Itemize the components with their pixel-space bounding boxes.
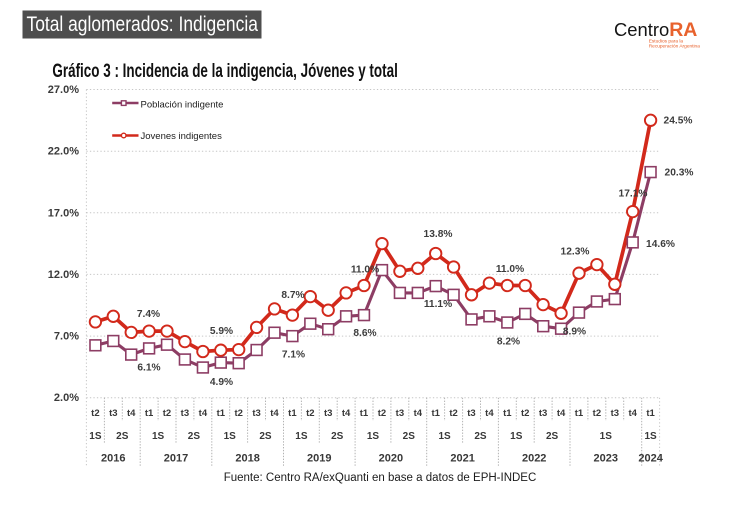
- svg-text:6.1%: 6.1%: [137, 363, 160, 374]
- svg-text:Fuente: Centro RA/exQuanti en: Fuente: Centro RA/exQuanti en base a dat…: [224, 472, 537, 484]
- svg-text:2023: 2023: [594, 453, 618, 465]
- svg-text:4.9%: 4.9%: [210, 377, 233, 388]
- svg-text:t4: t4: [485, 408, 494, 419]
- svg-text:t1: t1: [575, 408, 584, 419]
- svg-text:20.3%: 20.3%: [665, 168, 694, 179]
- svg-text:1S: 1S: [367, 431, 380, 442]
- svg-text:27.0%: 27.0%: [48, 84, 79, 96]
- svg-text:t3: t3: [539, 408, 547, 419]
- svg-text:t4: t4: [414, 408, 423, 419]
- svg-text:t1: t1: [145, 408, 154, 419]
- svg-text:8.6%: 8.6%: [353, 328, 376, 339]
- svg-text:t3: t3: [396, 408, 404, 419]
- svg-text:t1: t1: [360, 408, 369, 419]
- svg-text:5.9%: 5.9%: [210, 326, 233, 337]
- svg-text:2020: 2020: [379, 453, 403, 465]
- svg-text:2S: 2S: [546, 431, 559, 442]
- svg-text:8.9%: 8.9%: [563, 327, 586, 338]
- svg-text:t3: t3: [252, 408, 260, 419]
- svg-text:t1: t1: [431, 408, 440, 419]
- svg-text:17.0%: 17.0%: [48, 207, 79, 219]
- svg-text:t2: t2: [234, 408, 242, 419]
- svg-text:t2: t2: [163, 408, 171, 419]
- svg-text:t4: t4: [342, 408, 351, 419]
- svg-text:2022: 2022: [522, 453, 546, 465]
- svg-text:Población indigente: Población indigente: [141, 100, 224, 111]
- svg-text:2S: 2S: [403, 431, 416, 442]
- svg-text:12.3%: 12.3%: [561, 247, 590, 258]
- svg-text:t1: t1: [503, 408, 512, 419]
- svg-text:14.6%: 14.6%: [646, 239, 675, 250]
- svg-text:24.5%: 24.5%: [664, 116, 693, 127]
- svg-text:11.0%: 11.0%: [351, 265, 379, 276]
- svg-text:Gráfico 3 : Incidencia de la i: Gráfico 3 : Incidencia de la indigencia,…: [52, 60, 397, 82]
- svg-text:Total aglomerados: Indigencia: Total aglomerados: Indigencia: [27, 14, 259, 37]
- svg-text:t3: t3: [109, 408, 117, 419]
- svg-text:2018: 2018: [235, 453, 259, 465]
- svg-text:t3: t3: [467, 408, 475, 419]
- svg-text:1S: 1S: [510, 431, 523, 442]
- svg-text:2017: 2017: [164, 453, 188, 465]
- svg-text:t1: t1: [217, 408, 226, 419]
- svg-text:Recuperación Argentina: Recuperación Argentina: [649, 44, 701, 50]
- svg-text:8.7%: 8.7%: [281, 290, 304, 301]
- svg-text:1S: 1S: [89, 431, 102, 442]
- svg-text:2S: 2S: [331, 431, 344, 442]
- svg-text:t2: t2: [593, 408, 601, 419]
- svg-text:12.0%: 12.0%: [48, 269, 79, 281]
- svg-text:t4: t4: [127, 408, 136, 419]
- svg-text:8.2%: 8.2%: [497, 337, 520, 348]
- svg-text:1S: 1S: [295, 431, 308, 442]
- svg-text:1S: 1S: [224, 431, 237, 442]
- svg-text:t1: t1: [288, 408, 297, 419]
- svg-text:1S: 1S: [152, 431, 165, 442]
- svg-text:2S: 2S: [188, 431, 201, 442]
- svg-text:t2: t2: [306, 408, 314, 419]
- svg-text:Jovenes indigentes: Jovenes indigentes: [141, 131, 223, 142]
- svg-text:t3: t3: [181, 408, 189, 419]
- svg-text:t3: t3: [611, 408, 619, 419]
- svg-text:t4: t4: [199, 408, 208, 419]
- svg-text:2016: 2016: [101, 453, 125, 465]
- svg-text:t4: t4: [270, 408, 279, 419]
- svg-text:Estudios para la: Estudios para la: [649, 38, 684, 44]
- svg-text:11.1%: 11.1%: [424, 299, 452, 310]
- svg-text:2S: 2S: [259, 431, 272, 442]
- svg-text:2.0%: 2.0%: [54, 392, 79, 404]
- svg-text:1S: 1S: [600, 431, 613, 442]
- svg-text:2024: 2024: [638, 453, 663, 465]
- svg-text:22.0%: 22.0%: [48, 146, 79, 158]
- svg-text:17.1%: 17.1%: [619, 189, 648, 200]
- svg-text:7.4%: 7.4%: [137, 309, 160, 320]
- svg-text:2S: 2S: [116, 431, 129, 442]
- svg-text:t3: t3: [324, 408, 332, 419]
- svg-text:CentroRA: CentroRA: [614, 19, 697, 41]
- svg-text:13.8%: 13.8%: [424, 229, 453, 240]
- svg-text:2021: 2021: [450, 453, 474, 465]
- svg-text:t4: t4: [557, 408, 566, 419]
- svg-text:t1: t1: [646, 408, 655, 419]
- svg-text:1S: 1S: [644, 431, 657, 442]
- svg-text:2019: 2019: [307, 453, 331, 465]
- svg-text:t4: t4: [628, 408, 637, 419]
- svg-text:11.0%: 11.0%: [496, 264, 524, 275]
- svg-text:2S: 2S: [474, 431, 487, 442]
- svg-text:t2: t2: [521, 408, 529, 419]
- svg-text:t2: t2: [91, 408, 99, 419]
- svg-text:7.0%: 7.0%: [54, 331, 79, 343]
- svg-text:1S: 1S: [438, 431, 451, 442]
- svg-text:t2: t2: [378, 408, 386, 419]
- svg-text:7.1%: 7.1%: [282, 350, 305, 361]
- svg-text:t2: t2: [449, 408, 457, 419]
